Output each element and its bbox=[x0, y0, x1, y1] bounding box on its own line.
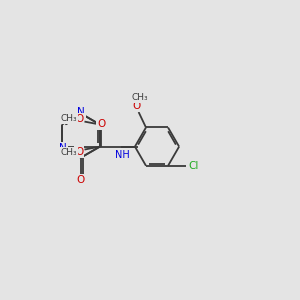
Text: O: O bbox=[132, 101, 140, 111]
Text: N: N bbox=[77, 107, 85, 117]
Text: N: N bbox=[59, 143, 67, 153]
Text: O: O bbox=[77, 175, 85, 185]
Text: CH₃: CH₃ bbox=[132, 93, 148, 102]
Text: O: O bbox=[75, 114, 83, 124]
Text: CH₃: CH₃ bbox=[61, 148, 77, 157]
Text: NH: NH bbox=[115, 150, 129, 160]
Text: CH₃: CH₃ bbox=[61, 114, 77, 123]
Text: Cl: Cl bbox=[189, 161, 199, 171]
Text: O: O bbox=[75, 147, 83, 157]
Text: O: O bbox=[97, 119, 106, 129]
